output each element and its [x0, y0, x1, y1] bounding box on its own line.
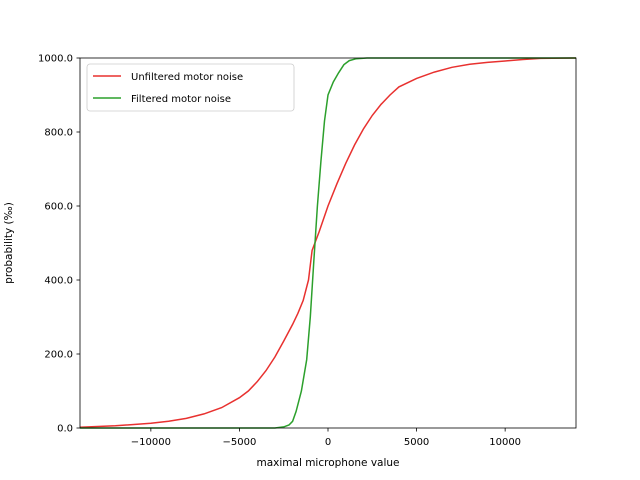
y-axis: 0.0 200.0 400.0 600.0 800.0 1000.0	[38, 54, 80, 435]
y-axis-label: probability (‰)	[3, 202, 15, 284]
series-line-1	[79, 57, 577, 429]
x-tick-label: −5000	[223, 437, 257, 448]
y-tick-label: 400.0	[44, 276, 73, 287]
x-tick-label: 5000	[404, 437, 429, 448]
series-line-2	[80, 57, 576, 429]
legend: Unfiltered motor noise Filtered motor noi…	[86, 63, 295, 112]
y-tick-label: 600.0	[44, 202, 73, 213]
y-tick-label: 0.0	[57, 424, 73, 435]
y-tick-label: 1000.0	[38, 54, 73, 65]
y-tick-label: 200.0	[44, 350, 73, 361]
legend-label: Unfiltered motor noise	[131, 72, 243, 83]
y-tick-label: 800.0	[44, 128, 73, 139]
legend-label: Filtered motor noise	[131, 94, 231, 105]
x-tick-label: 0	[325, 437, 331, 448]
plot-area	[79, 57, 577, 429]
x-axis: −10000 −5000 0 5000 10000	[131, 428, 521, 448]
x-tick-label: −10000	[131, 437, 171, 448]
legend-box	[86, 63, 295, 112]
x-axis-label: maximal microphone value	[256, 457, 399, 469]
x-tick-label: 10000	[489, 437, 521, 448]
